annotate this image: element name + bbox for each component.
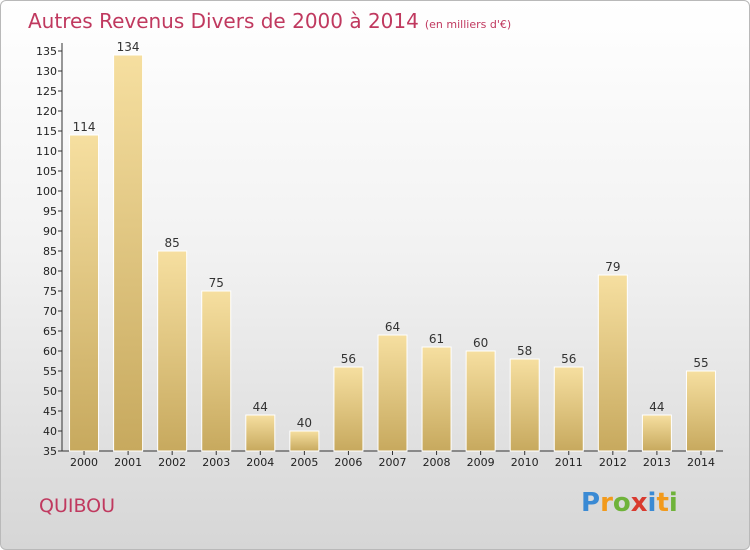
x-tick-label: 2009	[467, 456, 495, 469]
x-tick-label: 2002	[158, 456, 186, 469]
data-label: 55	[693, 356, 708, 370]
x-tick-label: 2011	[555, 456, 583, 469]
y-tick-label: 105	[36, 165, 57, 178]
data-label: 56	[561, 352, 576, 366]
place-name: QUIBOU	[39, 495, 116, 517]
y-tick-label: 130	[36, 65, 57, 78]
data-label: 85	[165, 236, 180, 250]
bar	[685, 370, 716, 452]
bar	[553, 366, 584, 452]
bar	[509, 358, 540, 452]
y-tick-label: 80	[43, 265, 57, 278]
x-tick-label: 2005	[290, 456, 318, 469]
bar	[157, 250, 188, 452]
data-label: 58	[517, 344, 532, 358]
logo-letter: r	[600, 488, 613, 518]
bar	[289, 430, 320, 452]
data-label: 44	[253, 400, 268, 414]
y-tick-label: 55	[43, 365, 57, 378]
x-tick-label: 2014	[687, 456, 715, 469]
bar	[113, 54, 144, 452]
bar	[333, 366, 364, 452]
bar	[377, 334, 408, 452]
y-tick-label: 90	[43, 225, 57, 238]
y-tick-label: 110	[36, 145, 57, 158]
data-label: 79	[605, 260, 620, 274]
y-tick-label: 70	[43, 305, 57, 318]
logo-letter: i	[668, 488, 678, 518]
data-label: 40	[297, 416, 312, 430]
x-tick-label: 2007	[379, 456, 407, 469]
data-label: 56	[341, 352, 356, 366]
y-tick-label: 85	[43, 245, 57, 258]
y-tick-label: 95	[43, 205, 57, 218]
bar	[201, 290, 232, 452]
bar	[245, 414, 276, 452]
bar	[641, 414, 672, 452]
y-tick-label: 115	[36, 125, 57, 138]
chart-title-text: Autres Revenus Divers de 2000 à 2014	[28, 9, 419, 33]
chart-title: Autres Revenus Divers de 2000 à 2014 (en …	[28, 9, 511, 33]
y-tick-label: 45	[43, 405, 57, 418]
y-tick-label: 40	[43, 425, 57, 438]
x-tick-label: 2000	[70, 456, 98, 469]
y-tick-label: 65	[43, 325, 57, 338]
bar	[465, 350, 496, 452]
y-tick-label: 50	[43, 385, 57, 398]
logo-letter: P	[581, 488, 601, 518]
data-label: 75	[209, 276, 224, 290]
y-tick-label: 125	[36, 85, 57, 98]
y-tick-label: 100	[36, 185, 57, 198]
proxiti-logo: Proxiti	[581, 488, 678, 518]
y-tick-label: 60	[43, 345, 57, 358]
logo-letter: t	[656, 488, 669, 518]
y-tick-label: 75	[43, 285, 57, 298]
y-tick-label: 135	[36, 45, 57, 58]
x-tick-label: 2006	[334, 456, 362, 469]
data-label: 64	[385, 320, 400, 334]
x-tick-label: 2008	[423, 456, 451, 469]
x-tick-label: 2003	[202, 456, 230, 469]
data-label: 60	[473, 336, 488, 350]
data-label: 114	[73, 120, 96, 134]
logo-letter: i	[647, 488, 657, 518]
bar	[69, 134, 100, 452]
x-tick-label: 2012	[599, 456, 627, 469]
data-label: 61	[429, 332, 444, 346]
logo-letter: o	[612, 488, 631, 518]
data-label: 134	[117, 40, 140, 54]
x-tick-label: 2001	[114, 456, 142, 469]
x-tick-label: 2013	[643, 456, 671, 469]
y-tick-label: 120	[36, 105, 57, 118]
logo-letter: x	[630, 488, 648, 518]
bar	[597, 274, 628, 452]
x-tick-label: 2004	[246, 456, 274, 469]
data-label: 44	[649, 400, 664, 414]
chart-subtitle: (en milliers d'€)	[424, 18, 512, 31]
bar	[421, 346, 452, 452]
y-tick-label: 35	[43, 445, 57, 458]
x-tick-label: 2010	[511, 456, 539, 469]
